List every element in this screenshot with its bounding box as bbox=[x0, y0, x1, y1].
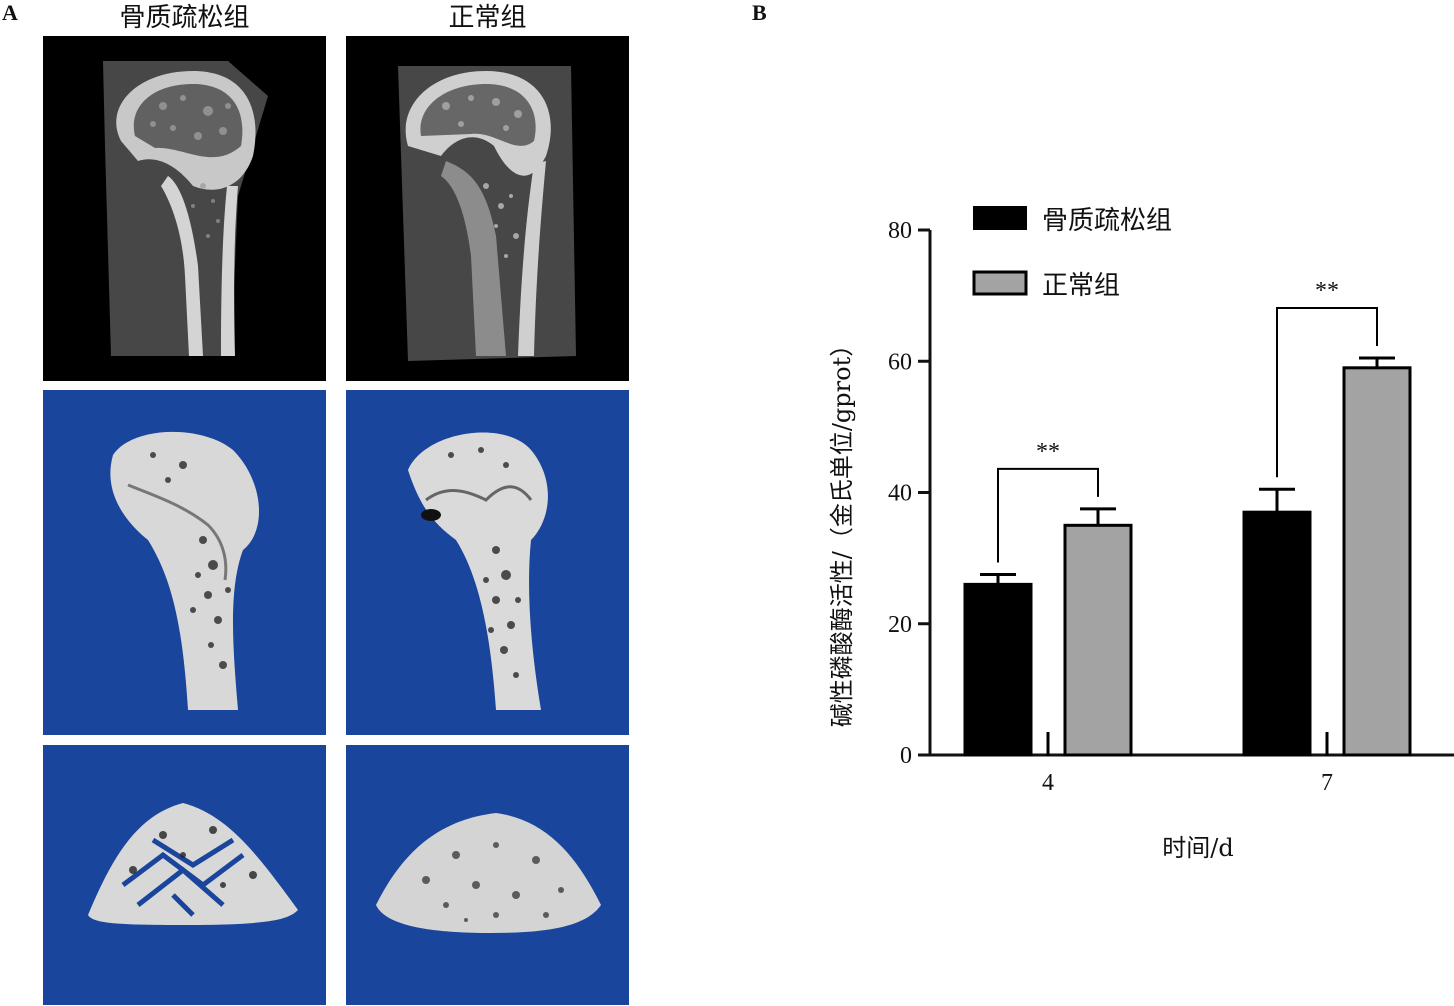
legend-label-osteoporosis: 骨质疏松组 bbox=[1042, 206, 1172, 236]
panel-a-letter: A bbox=[2, 0, 18, 25]
panel-b-letter: B bbox=[752, 0, 767, 25]
ct-slice-normal bbox=[346, 36, 629, 381]
y-tick-label: 0 bbox=[900, 743, 912, 769]
bar-chart: 碱性磷酸酶活性/（金氏单位/gprot） 时间/d 0 20 40 60 80 4 7 *… bbox=[828, 206, 1454, 862]
x-tick-label: 7 bbox=[1321, 770, 1333, 796]
3d-femur-osteoporosis bbox=[43, 390, 326, 735]
3d-femur-normal bbox=[346, 390, 629, 735]
legend-label-normal: 正常组 bbox=[1042, 271, 1120, 301]
y-tick-label: 80 bbox=[888, 218, 912, 244]
x-tick-label: 4 bbox=[1042, 770, 1054, 796]
y-tick-label: 20 bbox=[888, 612, 912, 638]
trabecular-normal bbox=[346, 745, 629, 1005]
y-tick-label: 40 bbox=[888, 481, 912, 507]
x-axis-label: 时间/d bbox=[1162, 834, 1233, 862]
significance-label: ** bbox=[1036, 439, 1060, 465]
bar-osteoporosis-day-7 bbox=[1242, 510, 1312, 757]
bar-osteoporosis-day-4 bbox=[963, 582, 1033, 757]
column-title-normal: 正常组 bbox=[448, 3, 527, 33]
legend-swatch-normal bbox=[972, 270, 1028, 296]
significance-label: ** bbox=[1315, 278, 1339, 304]
significance-bracket bbox=[1276, 306, 1378, 478]
trabecular-osteoporosis bbox=[43, 745, 326, 1005]
ct-slice-osteoporosis bbox=[43, 36, 326, 381]
y-axis-label: 碱性磷酸酶活性/（金氏单位/gprot） bbox=[828, 333, 856, 727]
bar-normal-day-7 bbox=[1342, 366, 1412, 757]
column-title-osteoporosis: 骨质疏松组 bbox=[119, 3, 250, 33]
bar-normal-day-4 bbox=[1063, 523, 1133, 757]
significance-bracket bbox=[997, 467, 1099, 563]
legend-swatch-osteoporosis bbox=[973, 206, 1027, 230]
y-tick-label: 60 bbox=[888, 349, 912, 375]
